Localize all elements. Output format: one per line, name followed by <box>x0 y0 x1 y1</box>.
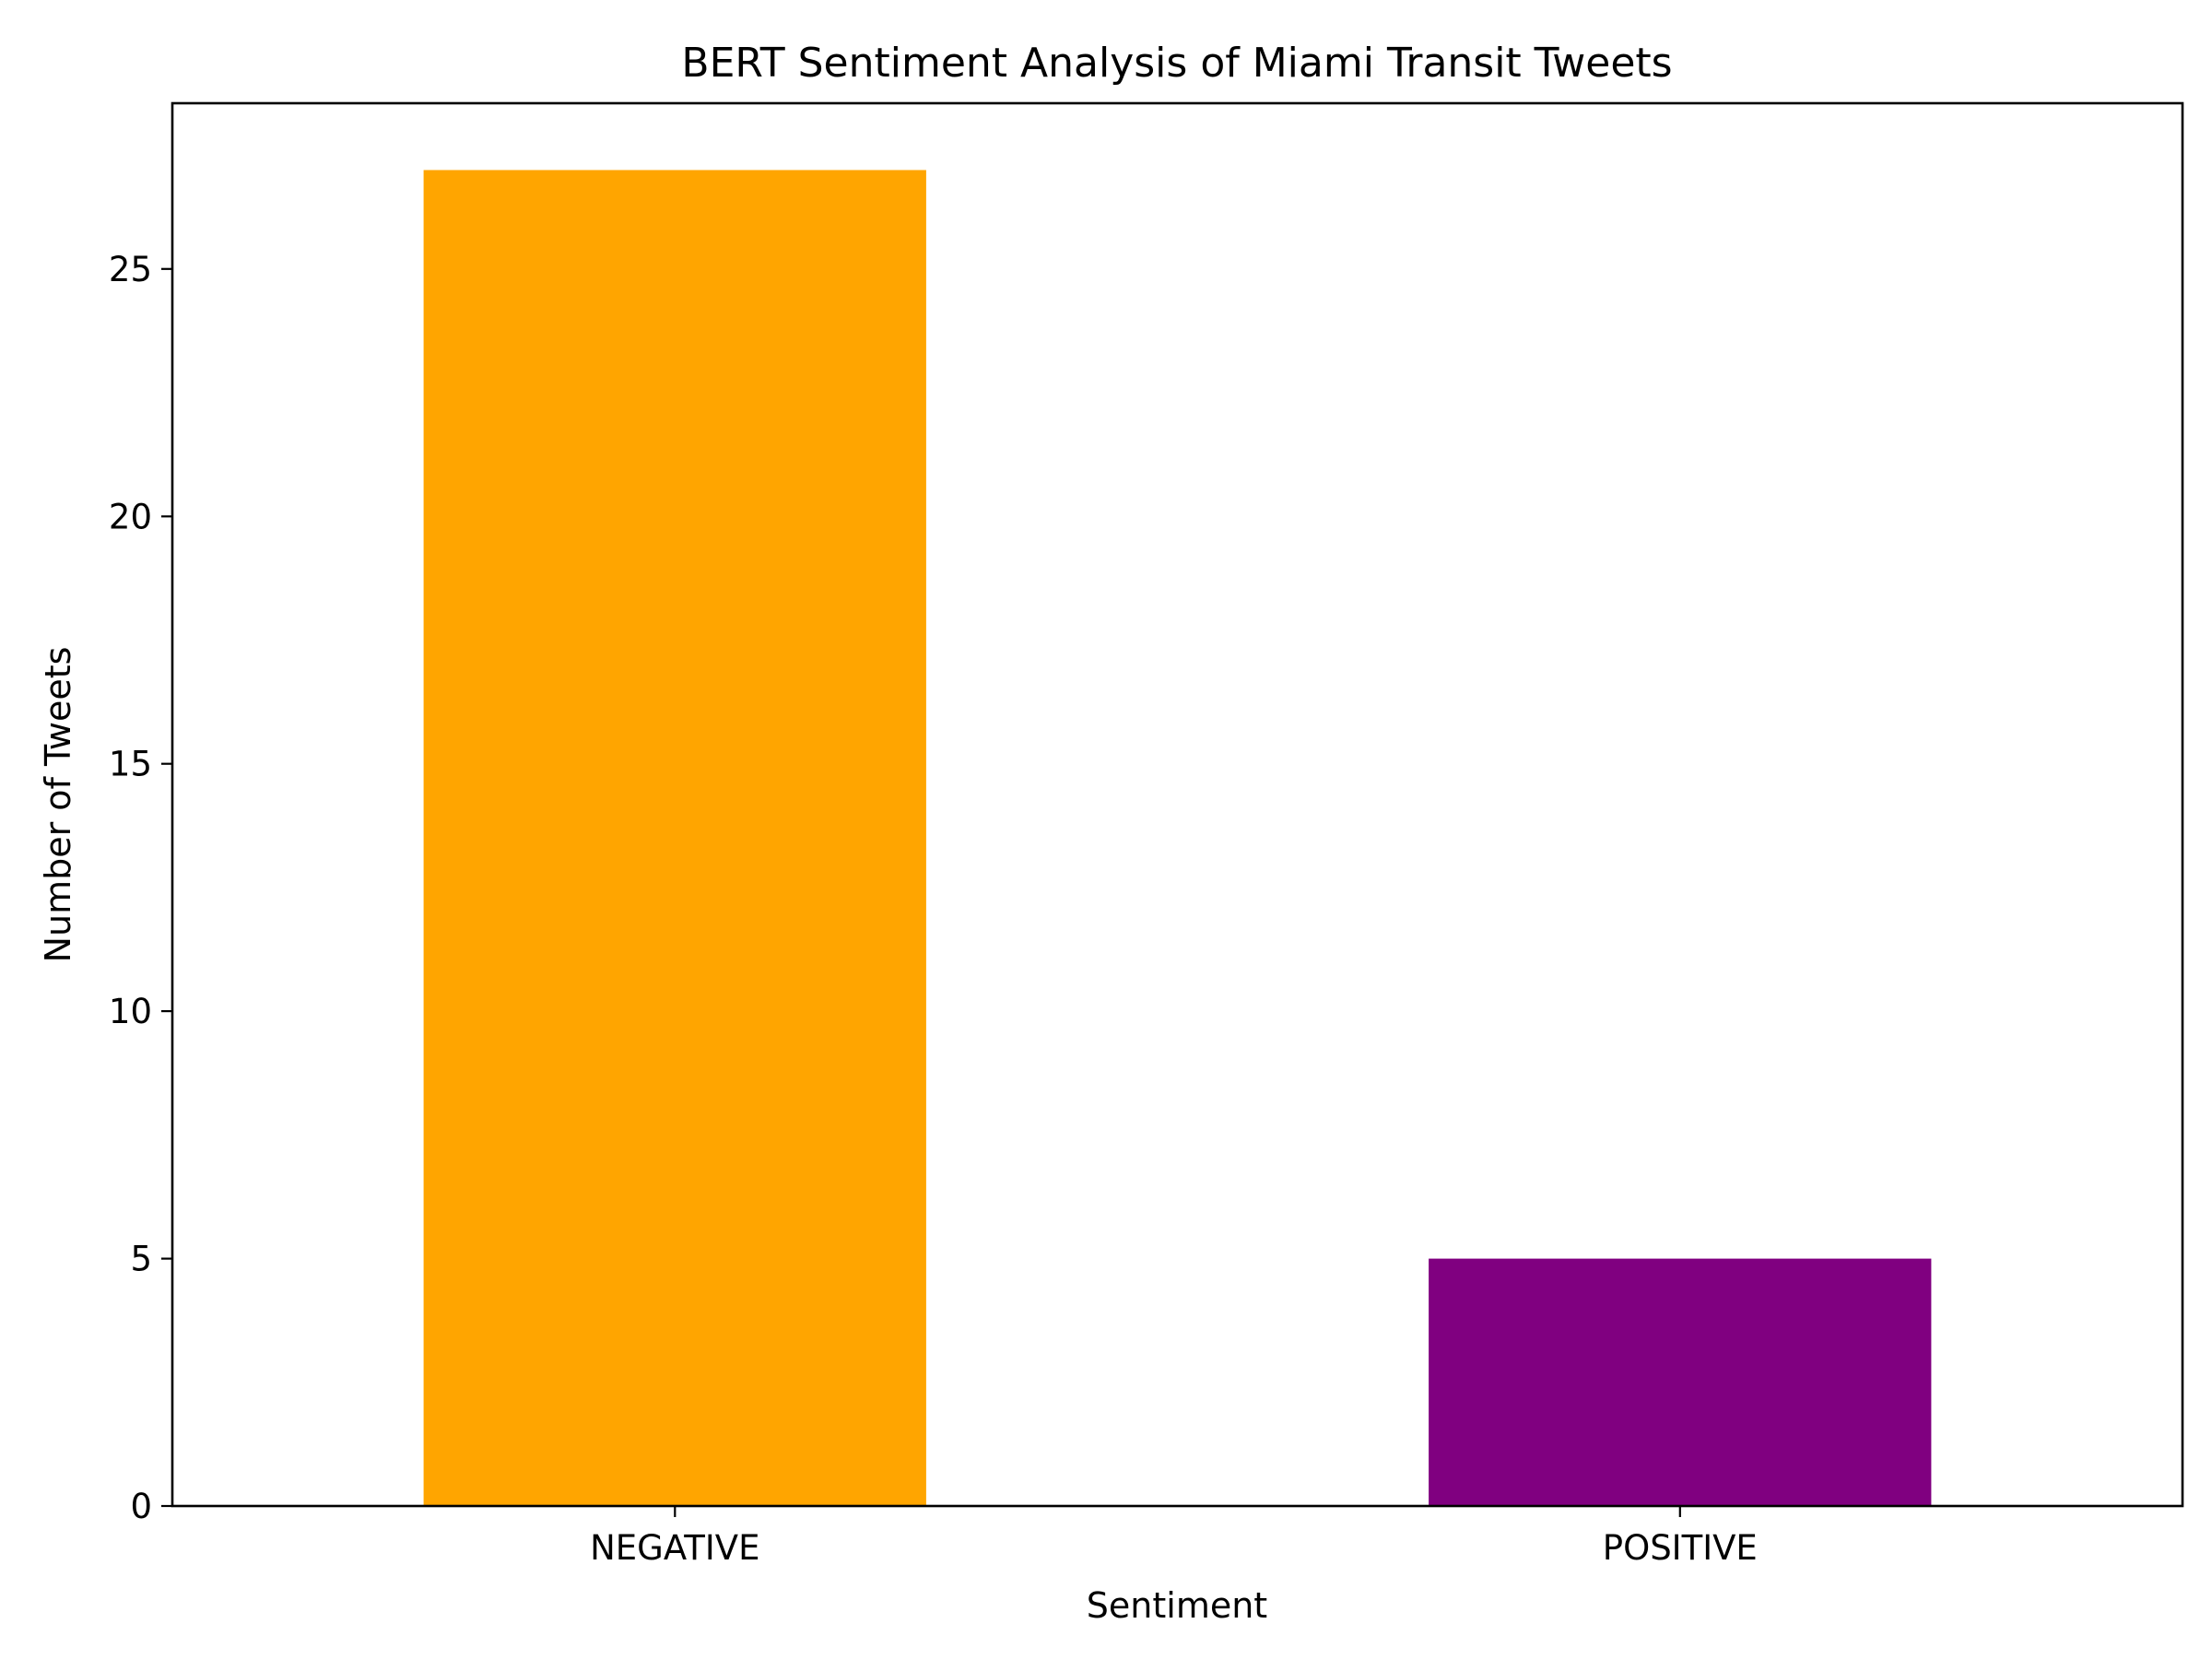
y-tick-label-15: 15 <box>109 745 152 784</box>
y-tick-label-10: 10 <box>109 992 152 1031</box>
y-tick-label-0: 0 <box>130 1487 152 1526</box>
y-tick-label-5: 5 <box>130 1240 152 1279</box>
x-tick-label-positive: POSITIVE <box>1603 1528 1758 1568</box>
bar-negative <box>423 170 926 1506</box>
y-tick-label-20: 20 <box>109 497 152 536</box>
y-axis-label: Number of Tweets <box>38 647 78 963</box>
plot-area-frame <box>171 101 2184 1508</box>
bar-positive <box>1429 1258 1932 1506</box>
x-tick-label-negative: NEGATIVE <box>590 1528 759 1568</box>
ticks-layer: NEGATIVE POSITIVE 0 5 10 15 20 25 <box>109 250 1758 1568</box>
bars-layer <box>423 170 1932 1506</box>
x-axis-label: Sentiment <box>1087 1585 1267 1626</box>
chart-title: BERT Sentiment Analysis of Miami Transit… <box>681 40 1672 87</box>
y-tick-label-25: 25 <box>109 250 152 289</box>
